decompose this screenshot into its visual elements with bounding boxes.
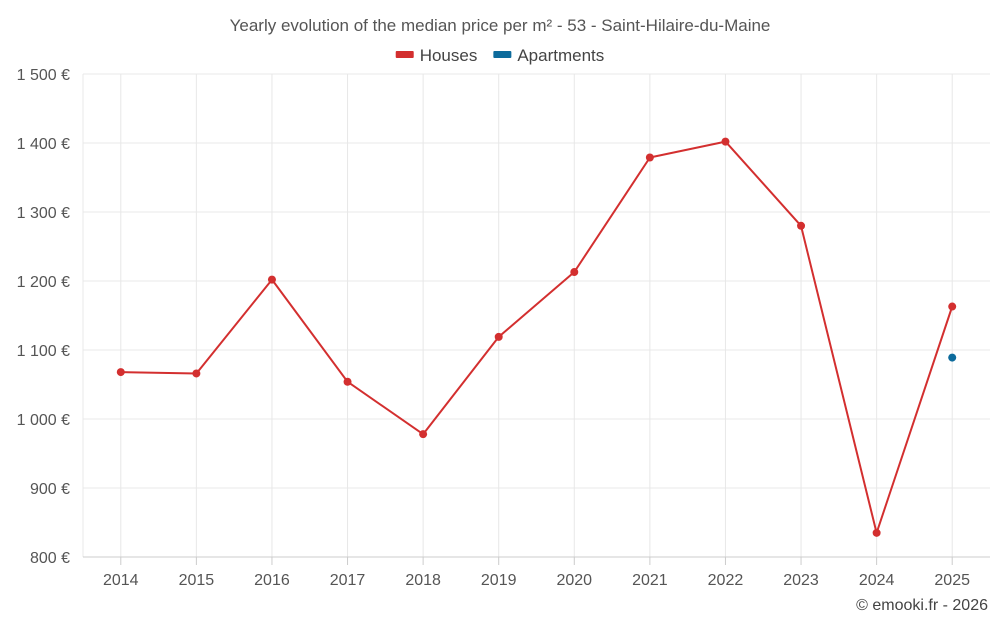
x-tick-label: 2019 bbox=[481, 572, 517, 589]
data-point-houses[interactable] bbox=[116, 368, 125, 377]
data-point-houses[interactable] bbox=[872, 528, 881, 537]
data-point-houses[interactable] bbox=[797, 221, 806, 230]
legend-swatch bbox=[395, 51, 414, 58]
grid bbox=[82, 73, 990, 557]
credit-text: © emooki.fr - 2026 bbox=[856, 597, 988, 614]
data-point-apartments[interactable] bbox=[948, 353, 957, 362]
data-point-houses[interactable] bbox=[494, 332, 503, 341]
data-point-houses[interactable] bbox=[267, 275, 276, 284]
x-tick-label: 2017 bbox=[330, 572, 366, 589]
x-tick-label: 2014 bbox=[103, 572, 139, 589]
legend: Houses Apartments bbox=[395, 46, 604, 65]
y-axis: 800 € 900 € 1 000 € 1 100 € 1 200 € 1 300 € 1 … bbox=[17, 67, 70, 567]
y-tick-label: 900 € bbox=[30, 481, 70, 498]
x-axis: 2014 2015 2016 2017 2018 2019 2020 2021 2022 2023… bbox=[83, 556, 990, 589]
data-point-houses[interactable] bbox=[192, 369, 201, 378]
y-tick-label: 1 200 € bbox=[17, 274, 70, 291]
x-tick-label: 2018 bbox=[405, 572, 441, 589]
y-tick-label: 800 € bbox=[30, 550, 70, 567]
x-tick-label: 2021 bbox=[632, 572, 668, 589]
y-tick-label: 1 500 € bbox=[17, 67, 70, 84]
series-group bbox=[116, 137, 957, 537]
legend-item-apartments[interactable]: Apartments bbox=[493, 46, 604, 65]
legend-label: Apartments bbox=[517, 46, 604, 65]
y-tick-label: 1 000 € bbox=[17, 412, 70, 429]
legend-swatch bbox=[493, 51, 512, 58]
data-point-houses[interactable] bbox=[343, 377, 352, 386]
x-tick-label: 2016 bbox=[254, 572, 290, 589]
data-point-houses[interactable] bbox=[721, 137, 730, 146]
legend-item-houses[interactable]: Houses bbox=[395, 46, 478, 65]
x-tick-label: 2025 bbox=[934, 572, 970, 589]
x-tick-label: 2015 bbox=[179, 572, 215, 589]
y-tick-label: 1 300 € bbox=[17, 205, 70, 222]
data-point-houses[interactable] bbox=[419, 430, 428, 439]
x-tick-label: 2023 bbox=[783, 572, 819, 589]
y-tick-label: 1 100 € bbox=[17, 343, 70, 360]
data-point-houses[interactable] bbox=[570, 268, 579, 277]
x-tick-label: 2024 bbox=[859, 572, 895, 589]
data-point-houses[interactable] bbox=[645, 153, 654, 162]
series-line-houses bbox=[120, 140, 954, 534]
y-tick-label: 1 400 € bbox=[17, 136, 70, 153]
legend-label: Houses bbox=[420, 46, 478, 65]
chart-title: Yearly evolution of the median price per… bbox=[230, 16, 771, 35]
x-tick-label: 2020 bbox=[556, 572, 592, 589]
x-tick-label: 2022 bbox=[708, 572, 744, 589]
data-point-houses[interactable] bbox=[948, 302, 957, 311]
